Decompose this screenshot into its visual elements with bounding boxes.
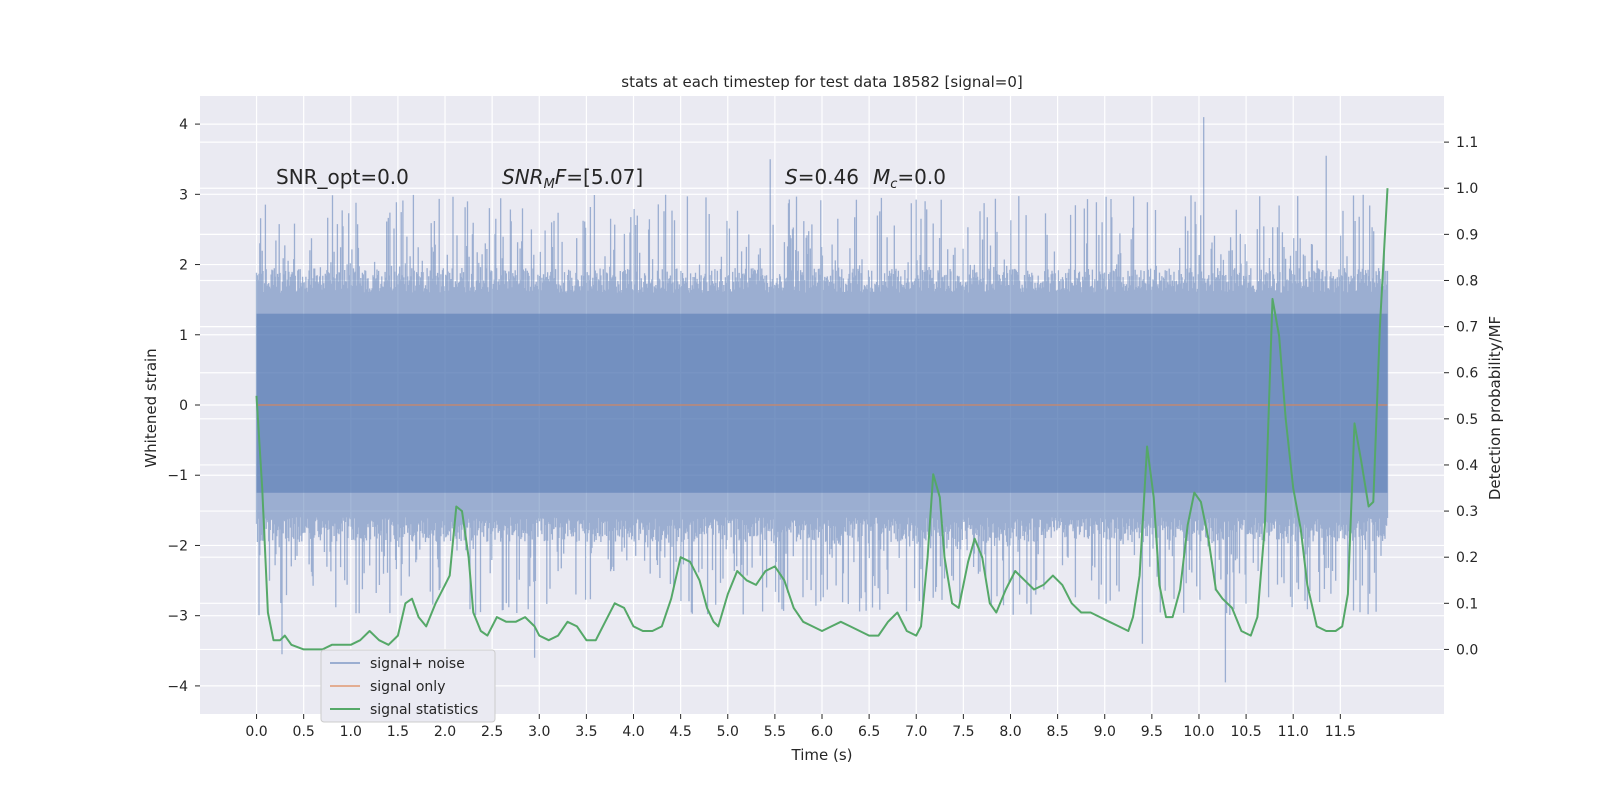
x-tick-label: 7.5 [952,724,974,740]
y2-tick-label: 0.2 [1456,550,1478,566]
x-tick-label: 1.5 [387,724,409,740]
x-axis-ticks: 0.0 0.5 1.0 1.5 2.0 2.5 3.0 3.5 4.0 4.5 5.0 5.5 6.0 6… [245,714,1356,740]
signal-statistics-line [255,188,1389,651]
y-tick-label: −1 [167,468,188,484]
y2-tick-label: 0.4 [1456,458,1478,474]
x-tick-label: 8.0 [999,724,1021,740]
signal-noise-layer [255,117,1389,683]
legend-label-signal-only: signal only [370,679,445,695]
y2-tick-label: 0.9 [1456,227,1478,243]
signal-statistics-layer [255,188,1389,651]
legend-label-signal-noise: signal+ noise [370,656,465,672]
x-tick-label: 0.0 [245,724,267,740]
y2-tick-label: 0.7 [1456,320,1478,336]
y-tick-label: −2 [167,538,188,554]
x-tick-label: 3.0 [528,724,550,740]
annotation-snr-opt: SNR_opt=0.0 [276,165,409,189]
y2-tick-label: 0.6 [1456,366,1478,382]
x-tick-label: 1.0 [340,724,362,740]
x-tick-label: 11.0 [1278,724,1309,740]
y-tick-label: 1 [179,328,188,344]
x-axis-label: Time (s) [791,746,853,764]
y2-axis-ticks: 1.1 1.0 0.9 0.8 0.7 0.6 0.5 0.4 0.3 0.2 0.1 0.0 [1444,135,1478,658]
x-tick-label: 7.0 [905,724,927,740]
x-tick-label: 3.5 [575,724,597,740]
y-tick-label: 3 [179,187,188,203]
y2-tick-label: 1.0 [1456,181,1478,197]
x-tick-label: 9.5 [1141,724,1163,740]
x-tick-label: 5.5 [764,724,786,740]
annotation-snr-mf: SNRMF=[5.07] [502,165,643,192]
x-tick-label: 2.0 [434,724,456,740]
x-tick-label: 6.5 [858,724,880,740]
y2-axis-label: Detection probability/MF [1486,316,1504,500]
y2-tick-label: 0.5 [1456,412,1478,428]
y-axis-label: Whitened strain [142,348,160,467]
y-tick-label: 0 [179,398,188,414]
y2-tick-label: 0.3 [1456,504,1478,520]
y-tick-label: −4 [167,679,188,695]
legend-box [320,649,496,723]
y2-tick-label: 0.8 [1456,273,1478,289]
x-tick-label: 4.5 [670,724,692,740]
legend: signal+ noise signal only signal statist… [320,649,496,723]
x-tick-label: 5.0 [717,724,739,740]
annotation-s-mc: S=0.46 Mc=0.0 [785,165,946,192]
x-tick-label: 11.5 [1325,724,1356,740]
y-tick-label: 4 [179,117,188,133]
y2-tick-label: 1.1 [1456,135,1478,151]
x-tick-label: 10.0 [1183,724,1214,740]
y-tick-label: 2 [179,258,188,274]
x-tick-label: 4.0 [622,724,644,740]
y2-tick-label: 0.0 [1456,642,1478,658]
x-tick-label: 2.5 [481,724,503,740]
x-tick-label: 9.0 [1094,724,1116,740]
x-tick-label: 8.5 [1046,724,1068,740]
y-axis-ticks: 4 3 2 1 0 −1 −2 −3 −4 [167,117,200,695]
x-tick-label: 10.5 [1231,724,1262,740]
chart-title: stats at each timestep for test data 185… [621,73,1022,91]
x-tick-label: 0.5 [293,724,315,740]
x-tick-label: 6.0 [811,724,833,740]
legend-label-signal-statistics: signal statistics [370,702,478,718]
y2-tick-label: 0.1 [1456,596,1478,612]
y-tick-label: −3 [167,609,188,625]
